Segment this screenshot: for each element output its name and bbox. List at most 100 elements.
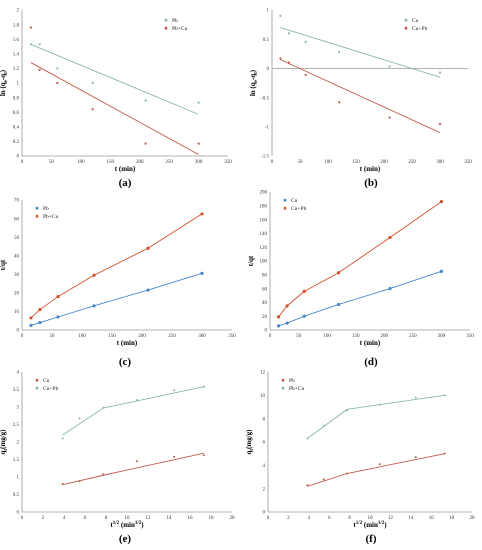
x-axis-label: t1/2 (min1/2) bbox=[110, 521, 144, 529]
y-tick-label: 8 bbox=[263, 417, 266, 422]
data-point bbox=[388, 65, 391, 68]
legend-marker bbox=[281, 386, 285, 390]
data-point bbox=[388, 235, 392, 240]
data-point bbox=[200, 271, 204, 275]
y-tick-label: 0 bbox=[267, 67, 270, 72]
x-tick-label: 300 bbox=[195, 160, 203, 165]
x-tick-label: 250 bbox=[165, 160, 173, 165]
y-tick-label: 4 bbox=[263, 464, 266, 469]
legend-marker bbox=[283, 206, 287, 210]
x-tick-label: 12 bbox=[146, 516, 152, 521]
series-line bbox=[278, 270, 442, 327]
x-tick-label: 300 bbox=[198, 334, 206, 339]
y-tick-label: 10 bbox=[14, 310, 20, 315]
x-tick-label: 20 bbox=[230, 516, 236, 521]
x-tick-label: 4 bbox=[63, 516, 66, 521]
series-pb bbox=[306, 452, 446, 487]
series-line bbox=[30, 213, 203, 319]
series-pb bbox=[29, 43, 200, 115]
data-point bbox=[304, 73, 307, 76]
series-line bbox=[62, 452, 204, 486]
x-tick-label: 20 bbox=[470, 516, 476, 521]
data-point bbox=[388, 116, 391, 119]
data-point bbox=[438, 71, 442, 74]
y-tick-label: 0 bbox=[17, 155, 20, 160]
legend-marker bbox=[35, 378, 39, 382]
data-point bbox=[173, 389, 176, 392]
y-tick-label: 0 bbox=[17, 329, 20, 334]
data-point bbox=[61, 483, 64, 485]
y-tick-label: 0.8 bbox=[13, 96, 20, 101]
y-tick-label: 200 bbox=[260, 191, 268, 196]
series-line bbox=[278, 201, 442, 318]
data-point bbox=[338, 50, 341, 54]
x-tick-label: 2 bbox=[287, 516, 290, 521]
data-point bbox=[38, 68, 41, 71]
y-axis-label: t/qt bbox=[0, 259, 7, 270]
x-tick-label: 200 bbox=[380, 160, 388, 165]
x-tick-label: 0 bbox=[21, 516, 24, 521]
data-point bbox=[197, 142, 200, 145]
data-point bbox=[29, 323, 33, 327]
y-tick-label: 0.2 bbox=[13, 140, 20, 145]
y-tick-label: 60 bbox=[14, 217, 20, 222]
x-tick-label: 300 bbox=[436, 160, 444, 165]
x-axis-label: t (min) bbox=[360, 165, 381, 173]
x-tick-label: 8 bbox=[105, 516, 108, 521]
data-point bbox=[91, 108, 94, 111]
x-tick-label: 200 bbox=[381, 334, 389, 339]
x-axis-label: t (min) bbox=[117, 339, 138, 347]
data-point bbox=[78, 480, 81, 483]
x-tick-label: 18 bbox=[209, 516, 215, 521]
data-point bbox=[287, 32, 290, 35]
x-tick-label: 350 bbox=[224, 160, 232, 165]
legend-label: Pb bbox=[43, 206, 49, 212]
x-tick-label: 0 bbox=[267, 516, 270, 521]
y-axis-label: qt(mg/g) bbox=[245, 429, 255, 455]
x-tick-label: 250 bbox=[168, 334, 176, 339]
legend-label: Cu+Pb bbox=[43, 386, 59, 392]
x-tick-label: 10 bbox=[368, 516, 374, 521]
x-tick-label: 50 bbox=[298, 160, 304, 165]
panel-label: (e) bbox=[119, 533, 132, 545]
y-tick-label: 12 bbox=[260, 371, 266, 376]
y-tick-label: 2.5 bbox=[13, 423, 20, 428]
x-axis-label: t1/2 (min1/2) bbox=[353, 521, 387, 529]
legend-label: Pb+Cu bbox=[289, 386, 305, 392]
y-tick-label: 0.5 bbox=[13, 493, 20, 498]
data-point bbox=[322, 424, 325, 427]
data-point bbox=[202, 454, 205, 457]
y-tick-label: 0.6 bbox=[13, 111, 20, 116]
x-tick-label: 150 bbox=[107, 160, 115, 165]
panel-label: (f) bbox=[366, 533, 377, 545]
data-point bbox=[276, 315, 281, 319]
data-point bbox=[276, 324, 281, 328]
y-tick-label: -1 bbox=[265, 126, 270, 131]
x-tick-label: 250 bbox=[408, 160, 416, 165]
data-point bbox=[56, 294, 60, 299]
x-axis-label: t (min) bbox=[360, 339, 381, 347]
x-tick-label: 0 bbox=[21, 334, 24, 339]
data-point bbox=[78, 417, 81, 420]
panel-c: 0 10 20 30 40 50 60 70 0 50 100 150 200 250 300 350 t (m… bbox=[0, 199, 236, 368]
x-tick-label: 100 bbox=[324, 160, 332, 165]
data-point bbox=[29, 316, 33, 320]
data-point bbox=[56, 81, 59, 85]
panel-label: (c) bbox=[119, 356, 132, 368]
series-line bbox=[307, 453, 445, 487]
data-point bbox=[202, 385, 205, 388]
data-point bbox=[29, 26, 32, 29]
data-point bbox=[285, 321, 289, 325]
data-point bbox=[346, 409, 349, 412]
y-axis-label: ln (qe-qt) bbox=[0, 69, 9, 96]
x-tick-label: 300 bbox=[438, 334, 446, 339]
legend-label: Pb+Cu bbox=[172, 26, 188, 32]
y-tick-label: 40 bbox=[14, 254, 20, 259]
y-tick-label: 160 bbox=[260, 218, 268, 223]
data-point bbox=[102, 473, 105, 476]
legend-marker bbox=[404, 26, 408, 30]
data-point bbox=[279, 14, 282, 17]
data-point bbox=[287, 61, 290, 64]
series-cu bbox=[61, 452, 205, 486]
